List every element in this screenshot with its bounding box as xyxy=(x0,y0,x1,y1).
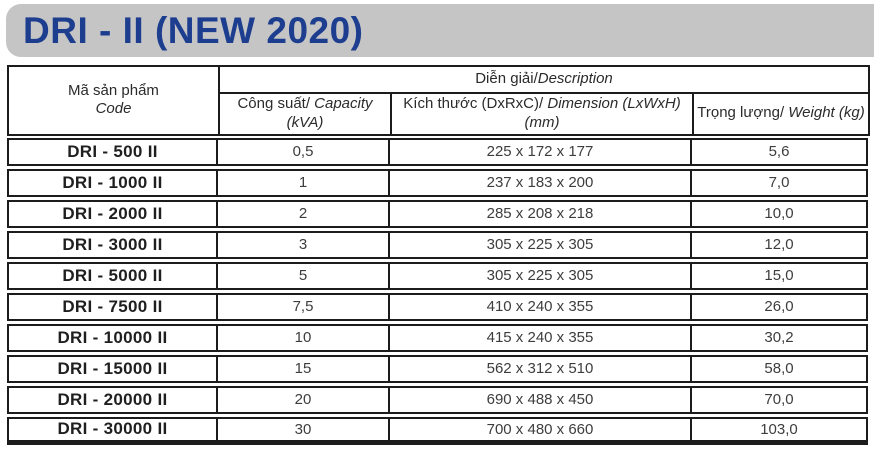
table-row: DRI - 2000 II 2 285 x 208 x 218 10,0 xyxy=(7,199,868,228)
capacity-cell: 15 xyxy=(218,354,390,383)
weight-cell: 70,0 xyxy=(692,385,868,414)
col-header-dimension-unit: (mm) xyxy=(524,113,560,131)
code-cell: DRI - 30000 II xyxy=(7,416,218,445)
code-cell: DRI - 7500 II xyxy=(7,292,218,321)
dimension-cell: 562 x 312 x 510 xyxy=(390,354,692,383)
table-row: DRI - 15000 II 15 562 x 312 x 510 58,0 xyxy=(7,354,868,383)
code-cell: DRI - 10000 II xyxy=(7,323,218,352)
table-row: DRI - 500 II 0,5 225 x 172 x 177 5,6 xyxy=(7,137,868,166)
table-row: DRI - 30000 II 30 700 x 480 x 660 103,0 xyxy=(7,416,868,445)
table-row: DRI - 1000 II 1 237 x 183 x 200 7,0 xyxy=(7,168,868,197)
weight-cell: 12,0 xyxy=(692,230,868,259)
dimension-cell: 305 x 225 x 305 xyxy=(390,261,692,290)
code-cell: DRI - 500 II xyxy=(7,137,218,166)
code-cell: DRI - 1000 II xyxy=(7,168,218,197)
spec-table-header: Mã sản phẩm Code Diễn giải/Description C… xyxy=(7,65,870,136)
capacity-cell: 7,5 xyxy=(218,292,390,321)
capacity-cell: 5 xyxy=(218,261,390,290)
col-header-weight-vi: Trọng lượng/ xyxy=(697,104,785,122)
code-cell: DRI - 20000 II xyxy=(7,385,218,414)
code-cell: DRI - 3000 II xyxy=(7,230,218,259)
col-header-description-vi: Diễn giải/ xyxy=(475,70,538,88)
dimension-cell: 225 x 172 x 177 xyxy=(390,137,692,166)
capacity-cell: 1 xyxy=(218,168,390,197)
spec-table: Mã sản phẩm Code Diễn giải/Description C… xyxy=(7,65,870,448)
dimension-cell: 410 x 240 x 355 xyxy=(390,292,692,321)
capacity-cell: 30 xyxy=(218,416,390,445)
spec-table-body: DRI - 500 II 0,5 225 x 172 x 177 5,6 DRI… xyxy=(7,137,868,445)
col-header-description: Diễn giải/Description xyxy=(218,65,870,94)
code-cell: DRI - 2000 II xyxy=(7,199,218,228)
weight-cell: 103,0 xyxy=(692,416,868,445)
col-header-dimension-vi: Kích thước (DxRxC)/ xyxy=(403,95,544,112)
capacity-cell: 20 xyxy=(218,385,390,414)
table-row: DRI - 20000 II 20 690 x 488 x 450 70,0 xyxy=(7,385,868,414)
col-header-dimension: Kích thước (DxRxC)/ Dimension (LxWxH) (m… xyxy=(390,92,694,136)
code-cell: DRI - 5000 II xyxy=(7,261,218,290)
weight-cell: 30,2 xyxy=(692,323,868,352)
capacity-cell: 2 xyxy=(218,199,390,228)
col-header-capacity-vi: Công suất/ xyxy=(237,95,310,112)
col-header-code-vi: Mã sản phẩm xyxy=(68,81,159,99)
col-header-code: Mã sản phẩm Code xyxy=(7,65,220,136)
col-header-capacity-en: Capacity xyxy=(310,95,373,112)
col-header-description-en: Description xyxy=(537,70,613,88)
capacity-cell: 10 xyxy=(218,323,390,352)
col-header-weight: Trọng lượng/ Weight (kg) xyxy=(692,92,870,136)
dimension-cell: 285 x 208 x 218 xyxy=(390,199,692,228)
col-header-code-en: Code xyxy=(95,100,132,118)
col-header-capacity: Công suất/ Capacity (kVA) xyxy=(218,92,392,136)
dimension-cell: 415 x 240 x 355 xyxy=(390,323,692,352)
table-row: DRI - 10000 II 10 415 x 240 x 355 30,2 xyxy=(7,323,868,352)
weight-cell: 26,0 xyxy=(692,292,868,321)
weight-cell: 10,0 xyxy=(692,199,868,228)
capacity-cell: 0,5 xyxy=(218,137,390,166)
dimension-cell: 690 x 488 x 450 xyxy=(390,385,692,414)
table-row: DRI - 3000 II 3 305 x 225 x 305 12,0 xyxy=(7,230,868,259)
weight-cell: 58,0 xyxy=(692,354,868,383)
col-header-capacity-unit: (kVA) xyxy=(286,113,324,131)
dimension-cell: 237 x 183 x 200 xyxy=(390,168,692,197)
dimension-cell: 305 x 225 x 305 xyxy=(390,230,692,259)
weight-cell: 15,0 xyxy=(692,261,868,290)
code-cell: DRI - 15000 II xyxy=(7,354,218,383)
page-title-bar: DRI - II (NEW 2020) xyxy=(6,4,874,57)
page-title: DRI - II (NEW 2020) xyxy=(23,9,364,51)
spec-table-rows: DRI - 500 II 0,5 225 x 172 x 177 5,6 DRI… xyxy=(7,135,868,448)
weight-cell: 7,0 xyxy=(692,168,868,197)
capacity-cell: 3 xyxy=(218,230,390,259)
table-row: DRI - 5000 II 5 305 x 225 x 305 15,0 xyxy=(7,261,868,290)
col-header-dimension-en: Dimension (LxWxH) xyxy=(543,95,681,112)
col-header-weight-en: Weight (kg) xyxy=(784,104,865,122)
weight-cell: 5,6 xyxy=(692,137,868,166)
dimension-cell: 700 x 480 x 660 xyxy=(390,416,692,445)
table-row: DRI - 7500 II 7,5 410 x 240 x 355 26,0 xyxy=(7,292,868,321)
